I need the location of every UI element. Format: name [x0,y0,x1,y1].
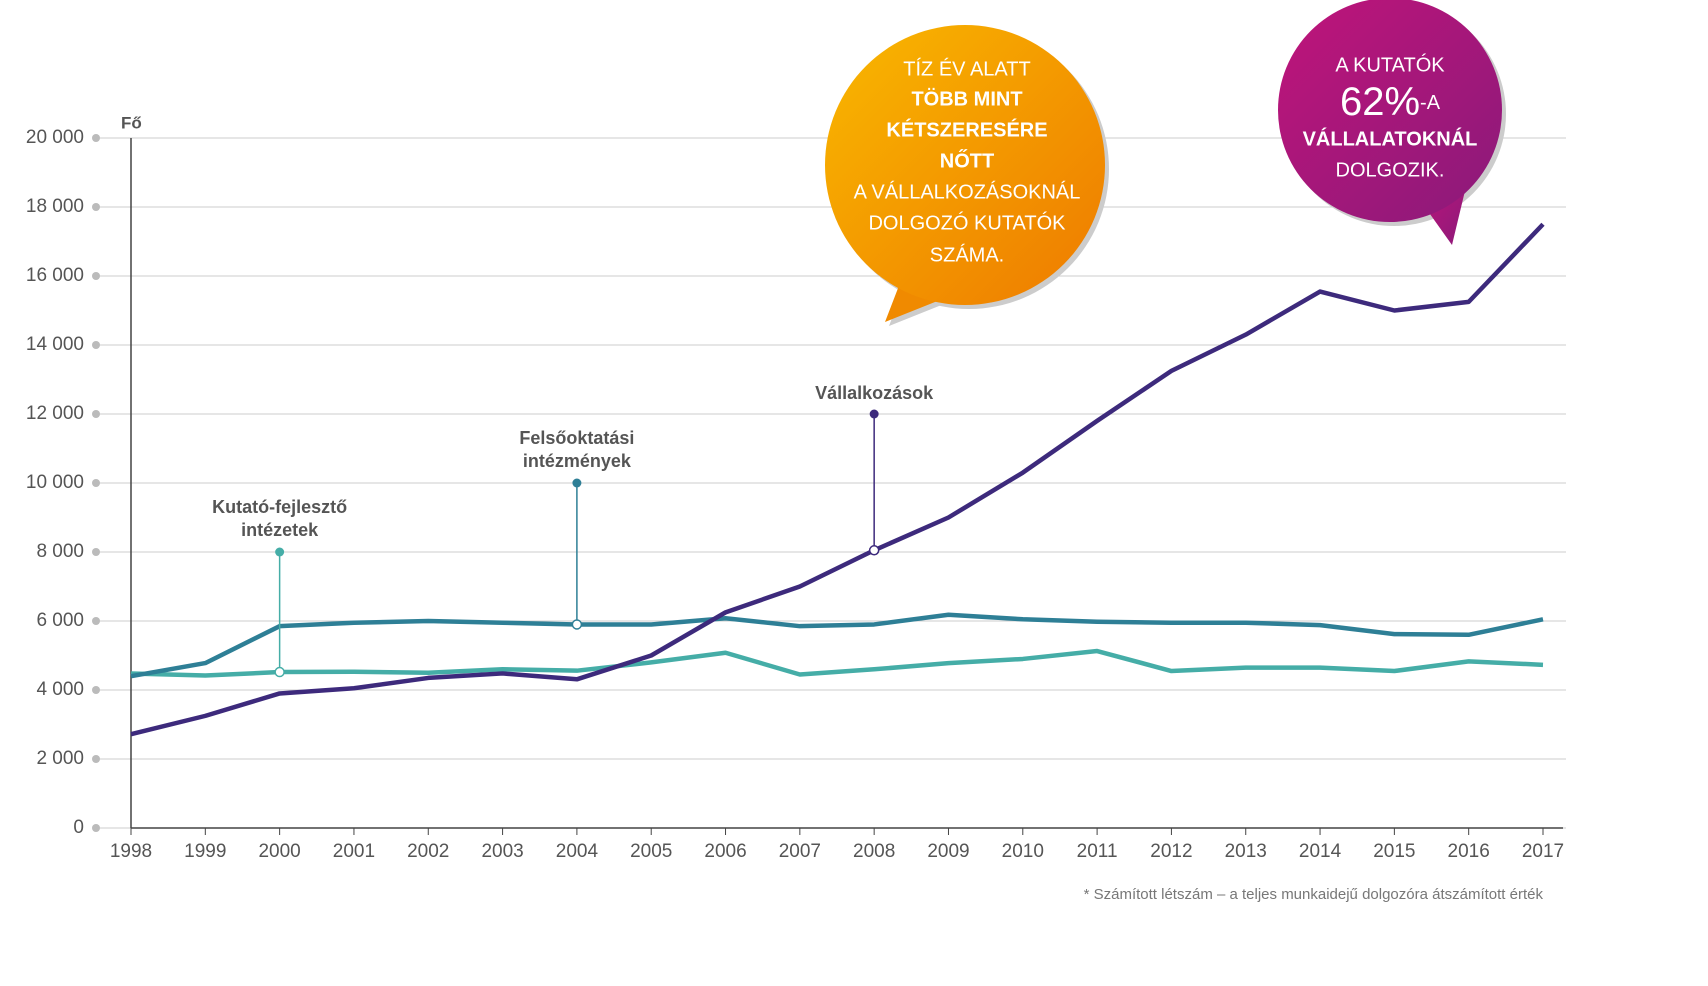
x-tick-label: 2015 [1373,841,1415,862]
pin-head [869,409,879,419]
x-tick-label: 2017 [1522,841,1564,862]
x-tick-label: 2014 [1299,841,1342,862]
x-tick-label: 2007 [779,841,821,862]
x-tick-label: 2005 [630,841,672,862]
y-tick-dot [92,686,100,694]
x-tick-label: 2011 [1077,841,1118,862]
y-axis-label: Fő [121,113,142,132]
y-tick-label: 12 000 [26,403,84,424]
x-tick-label: 2010 [1002,841,1044,862]
series-line [130,648,1544,678]
x-tick-label: 2009 [927,841,969,862]
pin-point [571,619,583,630]
bubble [825,25,1105,305]
x-tick-label: 2001 [333,841,375,862]
bubble-text: TÍZ ÉV ALATT [903,57,1030,80]
x-tick-label: 2004 [556,841,599,862]
x-tick-label: 1998 [110,841,152,862]
x-tick-label: 2012 [1150,841,1192,862]
bubble-text: DOLGOZIK. [1336,159,1445,181]
footnote: * Számított létszám – a teljes munkaidej… [1084,886,1544,903]
y-tick-label: 16 000 [26,265,84,286]
x-tick-label: 2000 [258,841,300,862]
bubble-text: A VÁLLALKOZÁSOKNÁL [854,180,1081,203]
y-tick-label: 4 000 [36,679,84,700]
pin-point [274,666,285,678]
bubble-suffix: -A [1420,92,1441,114]
bubble-text: VÁLLALATOKNÁL [1303,127,1478,150]
x-tick-label: 1999 [184,841,226,862]
y-tick-label: 8 000 [36,541,84,562]
bubble [1278,0,1502,222]
y-tick-dot [92,755,100,763]
series-line [130,612,1544,679]
bubble-text: A KUTATÓK [1335,53,1445,76]
series-label: Vállalkozások [815,383,934,403]
bubble-text: TÖBB MINT [911,87,1022,110]
bubble-text: KÉTSZERESÉRE [886,118,1047,141]
pin-head [275,547,285,557]
y-tick-dot [92,272,100,280]
y-tick-label: 10 000 [26,472,84,493]
y-tick-label: 18 000 [26,196,84,217]
y-tick-dot [92,824,100,832]
x-tick-label: 2006 [704,841,746,862]
y-tick-dot [92,341,100,349]
series-line [130,222,1545,737]
orange-bubble [825,25,1109,326]
pin-point [868,545,880,556]
x-tick-label: 2002 [407,841,449,862]
y-tick-dot [92,203,100,211]
y-tick-dot [92,617,100,625]
x-tick-label: 2008 [853,841,895,862]
bubble-highlight: 62%-A [1340,80,1441,124]
y-tick-dot [92,479,100,487]
x-tick-label: 2016 [1448,841,1490,862]
series-label: Kutató-fejlesztő intézetek [212,497,348,540]
x-tick-label: 2003 [481,841,523,862]
y-tick-label: 0 [73,817,84,838]
y-tick-label: 20 000 [26,127,84,148]
bubble-text: DOLGOZÓ KUTATÓK [868,211,1066,234]
purple-bubble [1278,0,1506,245]
y-tick-dot [92,134,100,142]
bubble-percent: 62% [1340,80,1420,124]
y-tick-label: 2 000 [36,748,84,769]
bubble-text: NŐTT [940,149,994,172]
y-tick-dot [92,410,100,418]
pin-head [572,478,582,488]
bubble-text: SZÁMA. [930,243,1004,266]
y-tick-dot [92,548,100,556]
y-tick-label: 6 000 [36,610,84,631]
series-label: Felsőoktatási intézmények [519,428,635,471]
y-tick-label: 14 000 [26,334,84,355]
x-tick-label: 2013 [1225,841,1267,862]
